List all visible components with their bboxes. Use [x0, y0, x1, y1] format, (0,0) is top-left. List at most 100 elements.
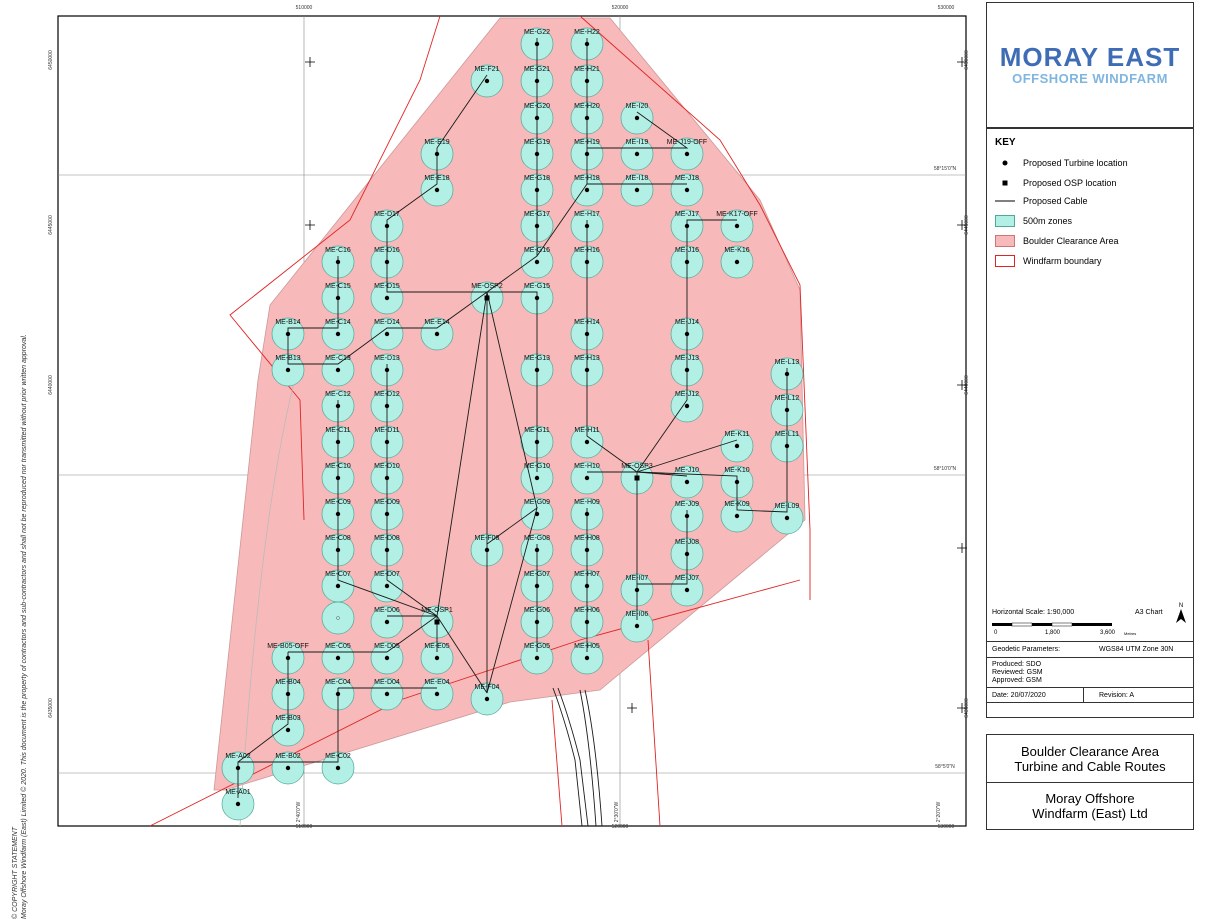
revision-text: Revision: A: [1099, 692, 1135, 699]
turbine-label: ME-C02: [325, 753, 351, 760]
turbine-label: ME-H19: [574, 139, 600, 146]
turbine-dot: [434, 151, 440, 157]
cable-route: [287, 256, 488, 365]
scale-bar: [992, 622, 1112, 627]
boulder-clearance-area: [213, 17, 806, 791]
turbine-dot: [584, 331, 590, 337]
grid-label-left: 6445000: [48, 215, 54, 235]
turbine-label: ME-D12: [374, 391, 400, 398]
turbine-dot: [584, 115, 590, 121]
turbine-label: ME-D06: [374, 607, 400, 614]
grid-label-bottom: 510000: [296, 824, 313, 830]
turbine-dot: [534, 41, 540, 47]
turbine-dot: [335, 475, 341, 481]
export-cable: [579, 689, 597, 827]
legend-panel: KEY Proposed Turbine location Proposed O…: [986, 128, 1194, 718]
turbine-dot: [784, 371, 790, 377]
turbine-label: ME-B13: [275, 355, 300, 362]
turbine-dot: [534, 259, 540, 265]
scale-tick-0: 0: [994, 630, 998, 636]
turbine-dot: [534, 78, 540, 84]
turbine-dot: [584, 259, 590, 265]
turbine-dot: [584, 511, 590, 517]
produced-by: Produced: SDO: [992, 661, 1042, 668]
turbine-label: ME-G09: [524, 499, 550, 506]
drawing-title-line1: Boulder Clearance Area: [1020, 744, 1160, 759]
grid-label-bottom: 520000: [612, 824, 629, 830]
turbine-dot: [684, 151, 690, 157]
turbine-dot: [634, 587, 640, 593]
cable-route: [237, 652, 289, 763]
cable-route: [587, 111, 689, 149]
turbine-dot: [684, 331, 690, 337]
grid-label-top: 520000: [612, 5, 629, 11]
turbine-label: ME-G15: [524, 283, 550, 290]
cable-route: [386, 148, 487, 293]
turbine-dot: [335, 583, 341, 589]
turbine-dot: [335, 691, 341, 697]
windfarm-boundary-west: [229, 15, 441, 521]
legend-title: KEY: [995, 137, 1016, 148]
turbine-label: ME-B14: [275, 319, 300, 326]
turbine-dot: [684, 479, 690, 485]
turbine-label: ME-G11: [524, 427, 550, 434]
grid-label-right: 6450000: [964, 50, 970, 70]
turbine-dot: [335, 259, 341, 265]
cable-corridor-edge: [551, 699, 563, 827]
turbine-dot: [384, 259, 390, 265]
turbine-dot: [584, 78, 590, 84]
geodetic-value: WGS84 UTM Zone 30N: [1099, 646, 1174, 653]
turbine-label: ME-K10: [724, 467, 749, 474]
date-text: Date: 20/07/2020: [992, 692, 1046, 699]
turbine-dot: [285, 691, 291, 697]
scale-tick-1: 1,800: [1045, 630, 1061, 636]
turbine-dot: [384, 547, 390, 553]
turbine-label: ME-F04: [475, 684, 500, 691]
turbine-dot: [734, 513, 740, 519]
turbine-dot: [285, 331, 291, 337]
turbine-label: ME-G18: [524, 175, 550, 182]
turbine-label: ME-I20: [626, 103, 649, 110]
legend-label: Windfarm boundary: [1023, 256, 1102, 266]
turbine-dot: [335, 295, 341, 301]
cable-routes-layer: [237, 38, 788, 827]
grid-label-lat: 58°10'0"N: [934, 466, 957, 472]
drawing-title-line2: Turbine and Cable Routes: [1014, 759, 1166, 774]
turbine-dot: [584, 151, 590, 157]
turbine-dot: [584, 547, 590, 553]
osp-marker: [484, 295, 490, 301]
turbine-label: ME-G20: [524, 103, 550, 110]
turbine-label: ME-H08: [574, 535, 600, 542]
legend-label: Proposed Cable: [1023, 196, 1088, 206]
turbine-label: ME-J13: [675, 355, 699, 362]
turbine-dot: [634, 623, 640, 629]
logo-subtitle: OFFSHORE WINDFARM: [1012, 71, 1168, 86]
turbine-label: ME-C04: [325, 679, 351, 686]
turbine-label: ME-H13: [574, 355, 600, 362]
turbine-dot-icon: [995, 157, 1015, 169]
boundary-swatch-icon: [995, 255, 1015, 267]
turbine-label: ME-A01: [225, 789, 250, 796]
turbine-label: ME-J19-OFF: [667, 139, 707, 146]
grid-label-lon: 2°40'0"W: [296, 801, 302, 822]
turbine-label: ME-H21: [574, 66, 600, 73]
turbine-label: ME-H17: [574, 211, 600, 218]
drawing-title-panel: Boulder Clearance Area Turbine and Cable…: [986, 734, 1194, 784]
turbine-dot: [634, 187, 640, 193]
turbine-dot: [434, 331, 440, 337]
north-arrow-icon: N: [1176, 603, 1186, 623]
cable-route: [536, 38, 588, 257]
turbine-dot: [734, 443, 740, 449]
turbine-dot: [784, 515, 790, 521]
turbine-label: ME-G16: [524, 247, 550, 254]
turbine-label: ME-B02: [275, 753, 300, 760]
turbine-label: ME-J17: [675, 211, 699, 218]
turbine-label: ME-K11: [725, 431, 750, 438]
osp-marker: [634, 475, 640, 481]
turbine-dot: [285, 367, 291, 373]
turbine-label: ME-J10: [675, 467, 699, 474]
cable-route: [486, 291, 538, 509]
turbine-label: ME-K17-OFF: [716, 211, 758, 218]
turbine-label: ME-F21: [475, 66, 500, 73]
turbine-label: ME-B04: [275, 679, 300, 686]
